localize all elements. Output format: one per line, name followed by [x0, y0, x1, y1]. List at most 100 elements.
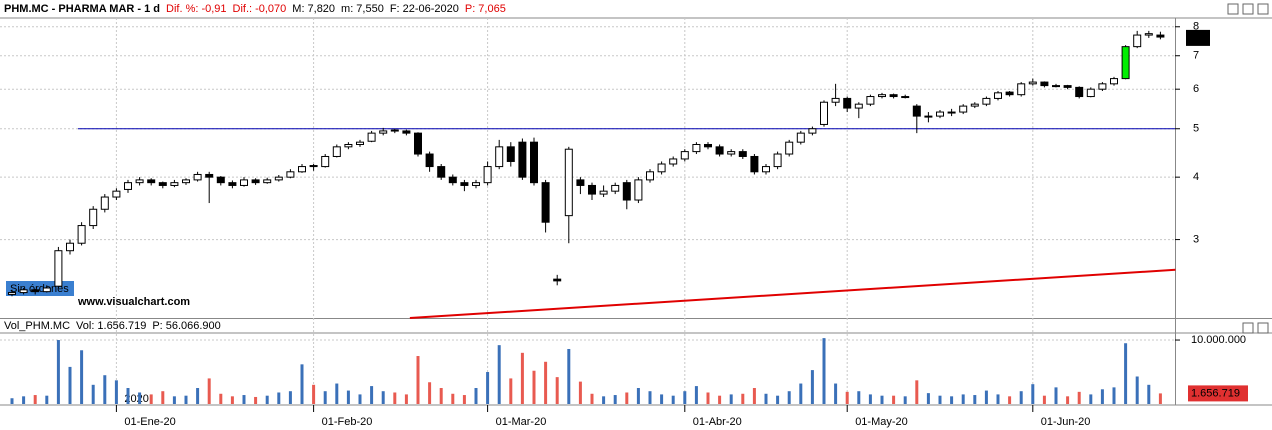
y-tick-label: 8	[1193, 21, 1199, 33]
volume-bar	[1100, 389, 1104, 404]
volume-bar	[764, 393, 768, 404]
candle-body	[1075, 86, 1084, 98]
candle-body	[390, 129, 399, 132]
volume-bar	[706, 392, 710, 404]
volume-bar	[509, 378, 513, 404]
volume-bar	[33, 395, 37, 404]
volume-bar	[555, 377, 559, 404]
y-tick-label: 4	[1193, 171, 1199, 183]
volume-bar	[265, 395, 269, 404]
candle-body	[193, 173, 202, 181]
candle-body	[309, 165, 318, 168]
x-tick-label: 01-Feb-20	[322, 416, 373, 428]
candle-body	[1156, 34, 1165, 38]
volume-bar	[602, 396, 606, 404]
candle-body	[680, 151, 689, 160]
last-volume-box	[1188, 385, 1248, 402]
candle-body	[205, 173, 214, 178]
volume-bar	[1135, 376, 1139, 404]
field-value: -0,070	[255, 3, 286, 15]
volume-bar	[868, 394, 872, 404]
field-label: F:	[390, 3, 400, 15]
field-label: Dif.:	[233, 3, 253, 15]
field-value: 7,065	[478, 3, 506, 15]
volume-bar	[1042, 395, 1046, 404]
candle-body	[1110, 78, 1118, 85]
volume-bar	[1089, 394, 1093, 404]
field-value: 1.656.719	[97, 320, 146, 332]
maximize-button[interactable]	[1242, 3, 1254, 15]
volume-bar	[625, 392, 629, 404]
volume-bar	[1054, 387, 1058, 404]
volume-header: Vol_PHM.MC Vol: 1.656.719 P: 56.066.900	[4, 320, 221, 332]
candle-body	[263, 179, 272, 184]
candle-body	[437, 166, 446, 178]
volume-bar	[451, 393, 455, 404]
candle-body	[483, 166, 492, 184]
candle-body	[924, 115, 933, 118]
volume-bar	[903, 396, 907, 404]
volume-bar	[184, 395, 188, 404]
candle-body	[715, 146, 724, 155]
candle-body	[31, 289, 40, 293]
candle-body	[216, 176, 225, 184]
volume-bar	[312, 384, 316, 404]
candle-body	[1028, 81, 1037, 85]
volume-bar	[474, 388, 478, 404]
volume-bar	[938, 395, 942, 404]
field-value: 7,550	[356, 3, 384, 15]
close-button[interactable]	[1257, 322, 1269, 334]
candle-body	[738, 151, 747, 157]
candle-body	[762, 166, 770, 173]
y-tick-label: 5	[1193, 123, 1199, 135]
volume-bar	[694, 386, 698, 404]
volume-bar	[381, 391, 385, 404]
candle-body	[518, 141, 527, 178]
volume-bar	[219, 393, 223, 404]
field-label: P:	[152, 320, 162, 332]
volume-bar	[335, 383, 339, 404]
candle-body	[564, 148, 573, 217]
volume-bar	[984, 390, 988, 404]
x-tick-label: 01-Jun-20	[1041, 416, 1091, 428]
volume-bar	[648, 391, 652, 404]
volume-bar	[300, 364, 304, 404]
volume-bar	[207, 378, 211, 404]
volume-bar	[729, 394, 733, 404]
candle-body	[240, 179, 248, 186]
volume-bar	[915, 380, 919, 404]
minimize-button[interactable]	[1227, 3, 1239, 15]
volume-bar	[486, 372, 490, 404]
volume-bar	[578, 381, 582, 404]
candle-body	[448, 176, 457, 184]
volume-bar	[1158, 393, 1162, 404]
price-header: PHM.MC - PHARMA MAR - 1 d Dif. %: -0,91 Dif…	[4, 3, 506, 15]
volume-bar	[254, 396, 258, 404]
candle-body	[286, 171, 295, 178]
volume-bar	[776, 395, 780, 404]
field-label: Vol:	[76, 320, 94, 332]
volume-bar	[1066, 396, 1070, 404]
candle-body	[553, 278, 562, 282]
window-controls	[1227, 3, 1269, 334]
volume-bar	[671, 395, 675, 404]
candle-body	[1017, 83, 1026, 96]
candle-body	[878, 94, 886, 98]
field-value: 56.066.900	[166, 320, 221, 332]
volume-bar	[161, 391, 165, 404]
candle-body	[321, 155, 330, 168]
close-button[interactable]	[1257, 3, 1269, 15]
candle-body	[1086, 88, 1095, 98]
candle-body	[42, 287, 51, 293]
candle-body	[414, 132, 422, 155]
volume-bar	[950, 396, 954, 404]
maximize-button[interactable]	[1242, 322, 1254, 334]
volume-bar	[242, 395, 246, 404]
candle-body	[588, 184, 596, 195]
volume-bar	[172, 396, 176, 404]
candle-body	[889, 94, 898, 98]
candle-body	[611, 184, 620, 192]
volume-bar	[358, 394, 362, 404]
